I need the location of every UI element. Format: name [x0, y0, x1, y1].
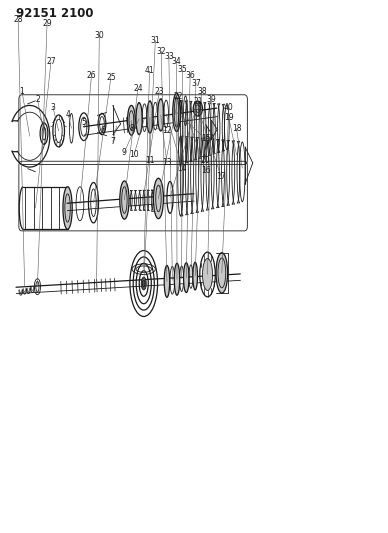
Text: 34: 34: [172, 58, 182, 66]
Text: 33: 33: [164, 52, 174, 61]
Text: 32: 32: [156, 47, 166, 55]
Text: 7: 7: [110, 137, 115, 146]
Text: 14: 14: [178, 164, 187, 173]
Text: 38: 38: [197, 86, 206, 95]
Text: 8: 8: [130, 124, 135, 133]
Text: 10: 10: [129, 150, 139, 159]
Text: 21: 21: [193, 97, 203, 106]
Text: 18: 18: [232, 124, 241, 133]
Text: 29: 29: [42, 19, 52, 28]
Text: 25: 25: [106, 73, 116, 82]
Ellipse shape: [120, 181, 129, 219]
Ellipse shape: [193, 101, 203, 116]
Text: 20: 20: [201, 156, 210, 165]
Text: 23: 23: [154, 86, 164, 95]
Ellipse shape: [203, 259, 213, 290]
Ellipse shape: [136, 103, 142, 135]
Text: 4: 4: [66, 110, 71, 119]
Ellipse shape: [142, 280, 145, 287]
Text: 36: 36: [185, 70, 195, 79]
Text: 22: 22: [174, 92, 183, 101]
Text: 40: 40: [224, 102, 234, 111]
Text: 24: 24: [133, 84, 143, 93]
Ellipse shape: [184, 263, 189, 293]
Text: 11: 11: [145, 156, 154, 165]
Text: 26: 26: [87, 70, 96, 79]
Ellipse shape: [128, 106, 135, 135]
Text: 92151 2100: 92151 2100: [16, 7, 94, 20]
Ellipse shape: [153, 178, 163, 219]
Text: 35: 35: [178, 66, 187, 74]
Ellipse shape: [158, 99, 164, 131]
Text: 9: 9: [122, 148, 127, 157]
Ellipse shape: [193, 262, 197, 290]
Text: 19: 19: [224, 113, 234, 122]
Ellipse shape: [63, 187, 72, 229]
Text: 5: 5: [81, 118, 86, 127]
Text: 28: 28: [13, 15, 23, 24]
Text: 27: 27: [46, 58, 56, 66]
Text: 41: 41: [145, 67, 154, 75]
Text: 1: 1: [19, 86, 24, 95]
Ellipse shape: [216, 253, 228, 293]
Text: 15: 15: [201, 134, 210, 143]
Text: 12: 12: [162, 126, 171, 135]
Text: 30: 30: [94, 31, 104, 40]
Ellipse shape: [174, 263, 180, 295]
Ellipse shape: [173, 93, 180, 132]
Ellipse shape: [164, 265, 170, 297]
Text: 16: 16: [201, 166, 210, 175]
Text: 2: 2: [35, 94, 40, 103]
Text: 17: 17: [216, 172, 226, 181]
Ellipse shape: [147, 101, 153, 133]
Text: 13: 13: [162, 158, 172, 167]
Text: 3: 3: [50, 102, 55, 111]
Text: 31: 31: [151, 36, 160, 45]
Ellipse shape: [141, 277, 146, 290]
Text: 37: 37: [191, 78, 201, 87]
Text: 6: 6: [101, 126, 106, 135]
Text: 39: 39: [206, 94, 216, 103]
